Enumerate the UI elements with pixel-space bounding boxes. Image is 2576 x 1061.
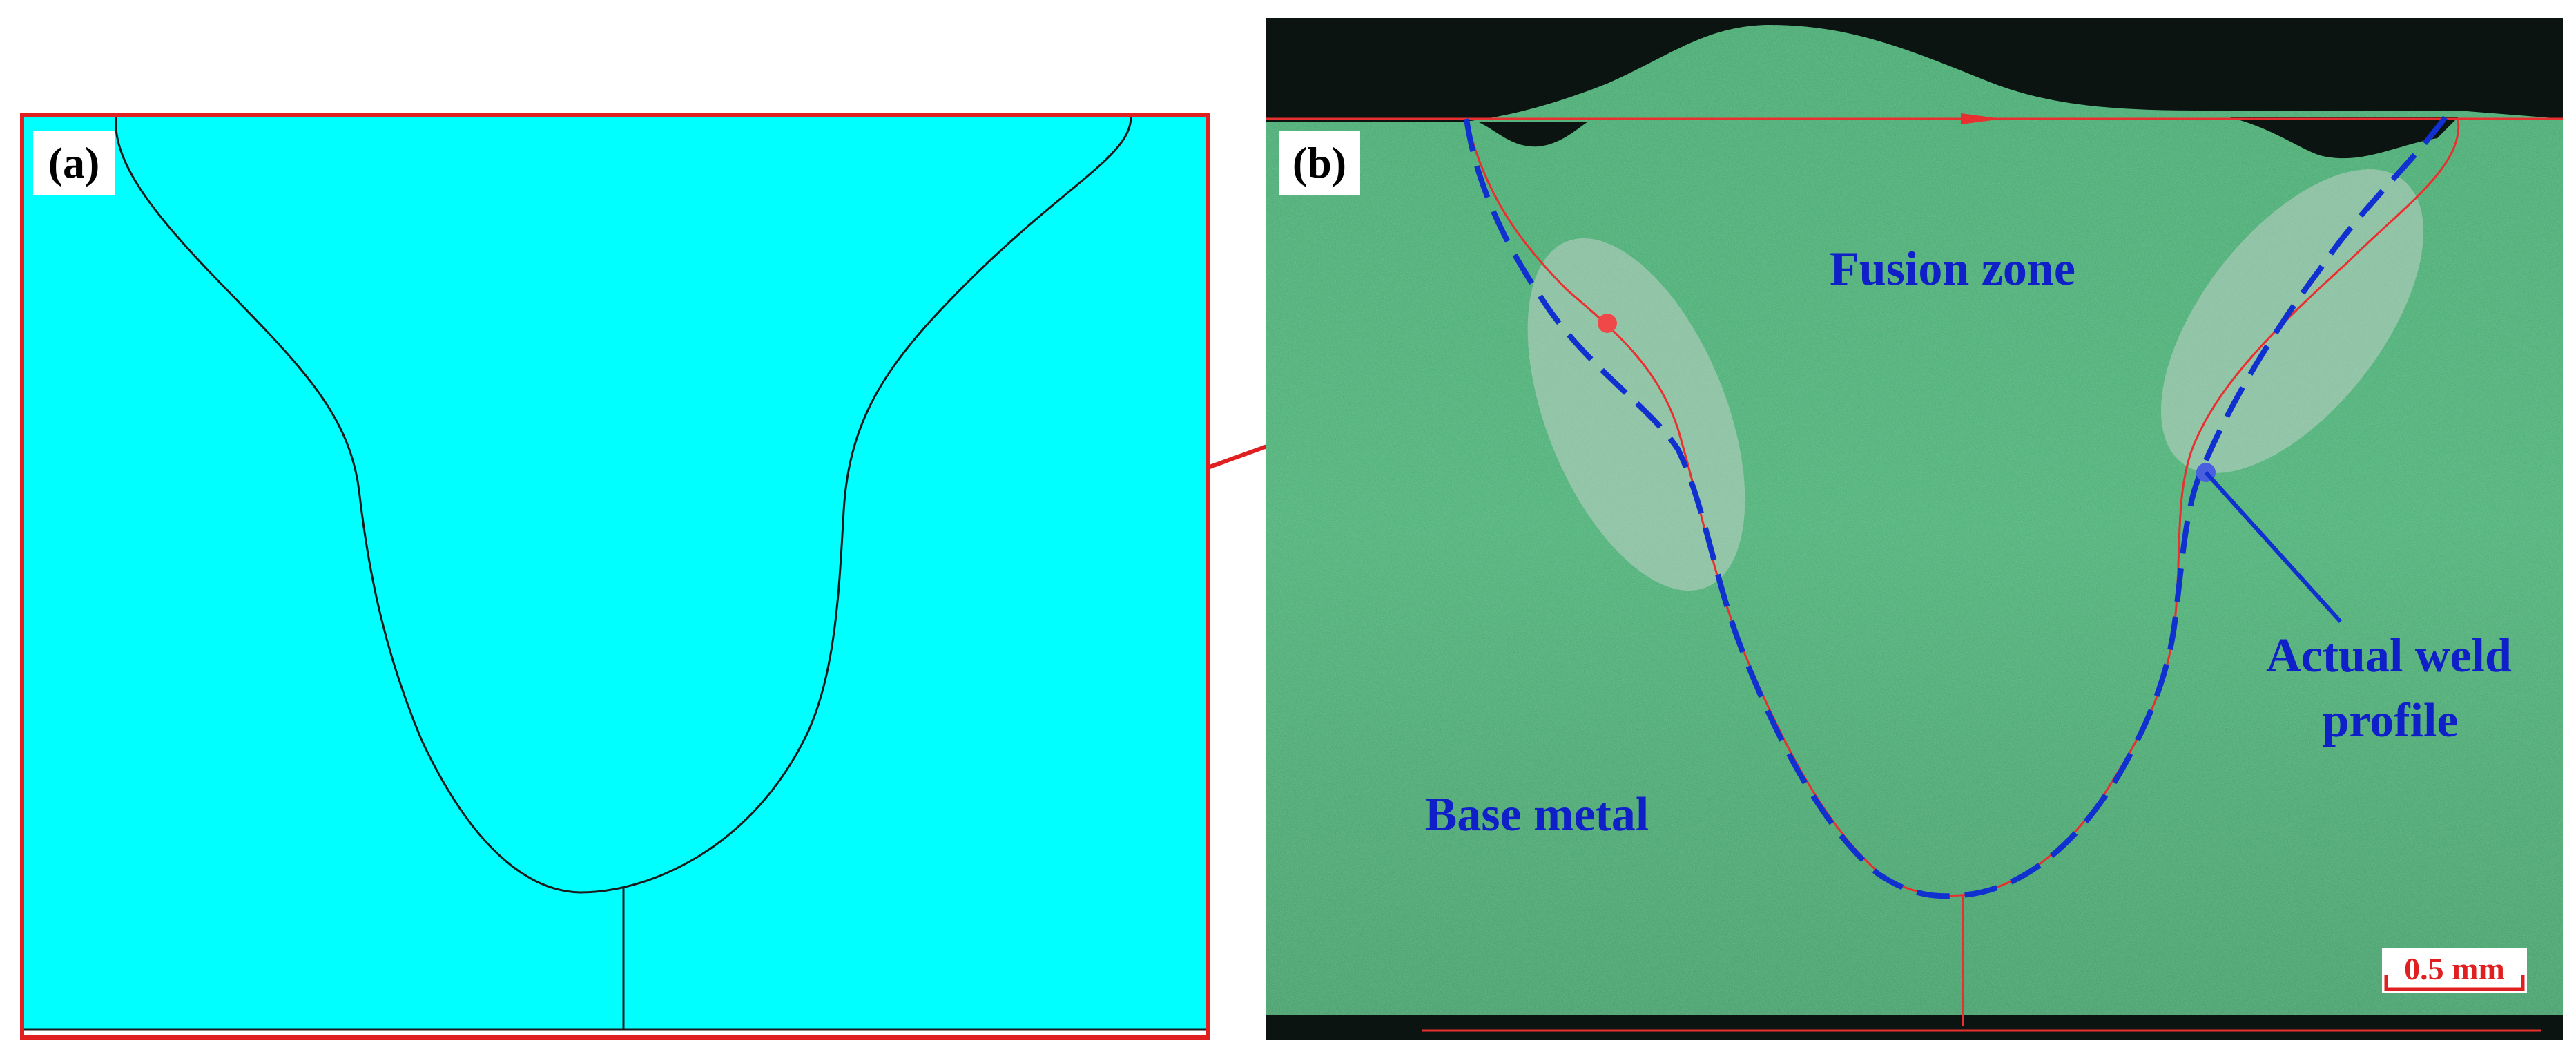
right-highlight-ellipse bbox=[2160, 169, 2424, 473]
scale-bar-label: 0.5 mm bbox=[2404, 951, 2505, 986]
panel-a-label: (a) bbox=[48, 138, 100, 187]
panel-a-weld-boundary bbox=[115, 115, 1132, 894]
scale-bar-line bbox=[2384, 975, 2525, 991]
panel-b-surface-notch-left bbox=[1478, 122, 1588, 147]
panel-b-micrograph-grain bbox=[1266, 25, 2563, 1026]
panel-a-label-bg bbox=[33, 131, 115, 195]
panel-b-bottom-strip bbox=[1266, 1015, 2563, 1040]
scale-bar-bg bbox=[2382, 948, 2527, 993]
panel-b: Fusion zone Base metal Actual weld profi… bbox=[1266, 18, 2563, 1040]
actual-profile-label-line2: profile bbox=[2322, 694, 2458, 747]
panel-a: (a) bbox=[20, 113, 1210, 1040]
panel-b-top-marker bbox=[1961, 113, 2002, 124]
simulated-profile-marker bbox=[1598, 314, 1617, 333]
actual-profile-pointer-line bbox=[2204, 470, 2343, 624]
actual-weld-profile bbox=[1464, 112, 2450, 899]
actual-profile-label-line1: Actual weld bbox=[2266, 629, 2512, 682]
base-metal-label: Base metal bbox=[1425, 788, 1649, 841]
panel-b-label-bg bbox=[1279, 131, 1360, 195]
simulated-weld-profile bbox=[1465, 118, 2460, 897]
left-highlight-ellipse bbox=[1527, 238, 1745, 591]
panel-b-label: (b) bbox=[1292, 138, 1346, 187]
fusion-zone-label: Fusion zone bbox=[1830, 242, 2075, 296]
panel-b-surface-notch-right bbox=[2230, 117, 2458, 159]
panel-a-frame bbox=[20, 113, 1210, 1040]
panel-a-domain bbox=[22, 115, 1208, 1038]
